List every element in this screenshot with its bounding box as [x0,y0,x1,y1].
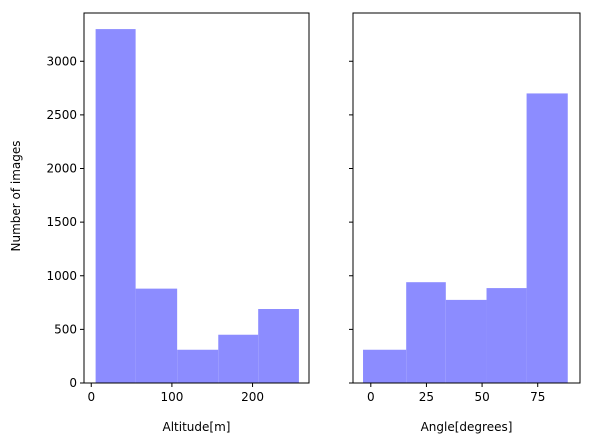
x-tick-label: 100 [160,390,183,404]
histogram-bar [526,93,568,383]
x-tick-label: 50 [474,390,489,404]
y-tick-label: 0 [69,376,77,390]
x-axis-label: Angle[degrees] [421,420,513,434]
histogram-bar [258,309,299,383]
altitude-histogram-panel: 0 100 200050010001500200025003000Altitude[… [46,12,310,434]
histogram-bar [95,29,136,384]
axes-frame [83,12,310,384]
histogram-bar [363,349,407,383]
y-tick-label: 1000 [46,269,77,283]
x-axis-label: Altitude[m] [163,420,231,434]
axes-frame [352,12,581,384]
x-tick-label: 0 [367,390,375,404]
histogram-bar [135,288,178,383]
y-tick-label: 500 [54,322,77,336]
y-tick-label: 3000 [46,54,77,68]
histogram-bar [406,282,446,383]
x-tick-label: 25 [419,390,434,404]
y-axis-label: Number of images [9,140,23,251]
histogram-bar [486,288,527,383]
histogram-bar [218,334,259,383]
x-tick-label: 0 [87,390,95,404]
y-tick-label: 1500 [46,215,77,229]
y-tick-label: 2500 [46,108,77,122]
y-tick-label: 2000 [46,162,77,176]
histogram-bar [177,349,219,383]
angle-histogram-panel: 0 25 50 75 Angle[degrees] [349,12,581,434]
histogram-bar [445,299,487,383]
x-tick-label: 200 [241,390,264,404]
x-tick-label: 75 [530,390,545,404]
